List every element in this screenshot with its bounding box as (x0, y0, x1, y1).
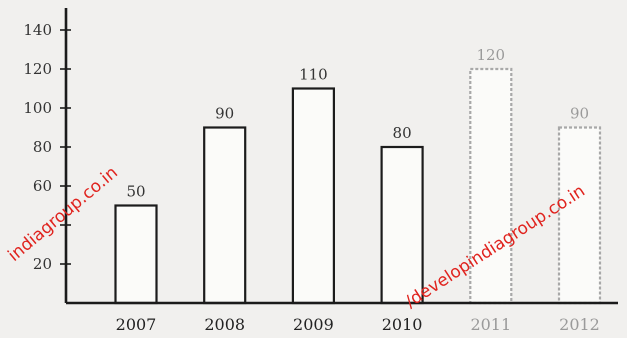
data-label-2010: 80 (393, 124, 412, 142)
bar-2010 (380, 145, 424, 305)
y-tick-label: 60 (33, 177, 52, 195)
watermark-left: indiagroup.co.in (4, 163, 121, 266)
x-tick-label-2010: 2010 (382, 315, 423, 334)
y-tick-label: 20 (33, 255, 52, 273)
data-label-2011: 120 (476, 46, 505, 64)
bar-2007 (114, 204, 158, 305)
x-tick-label-2009: 2009 (293, 315, 334, 334)
bar-2009 (291, 87, 335, 305)
x-axis-labels: 2007 2008 2009 2010 2011 2012 (116, 315, 600, 334)
data-label-2007: 50 (126, 183, 145, 201)
bar-2008 (203, 126, 247, 305)
x-tick-label-2012: 2012 (559, 315, 600, 334)
y-tick-label: 80 (33, 138, 52, 156)
data-label-2009: 110 (299, 66, 328, 84)
x-tick-label-2011: 2011 (470, 315, 511, 334)
x-tick-label-2008: 2008 (204, 315, 245, 334)
y-axis-ticks: 20 60 80 100 120 140 (23, 21, 71, 273)
data-labels: 50 90 110 80 120 90 (126, 46, 589, 201)
y-tick-label: 120 (23, 60, 52, 78)
data-label-2008: 90 (215, 105, 234, 123)
x-tick-label-2007: 2007 (116, 315, 157, 334)
bars (114, 67, 602, 305)
data-label-2012: 90 (570, 105, 589, 123)
y-tick-label: 100 (23, 99, 52, 117)
bar-2012 (557, 126, 602, 305)
y-tick-label: 140 (23, 21, 52, 39)
